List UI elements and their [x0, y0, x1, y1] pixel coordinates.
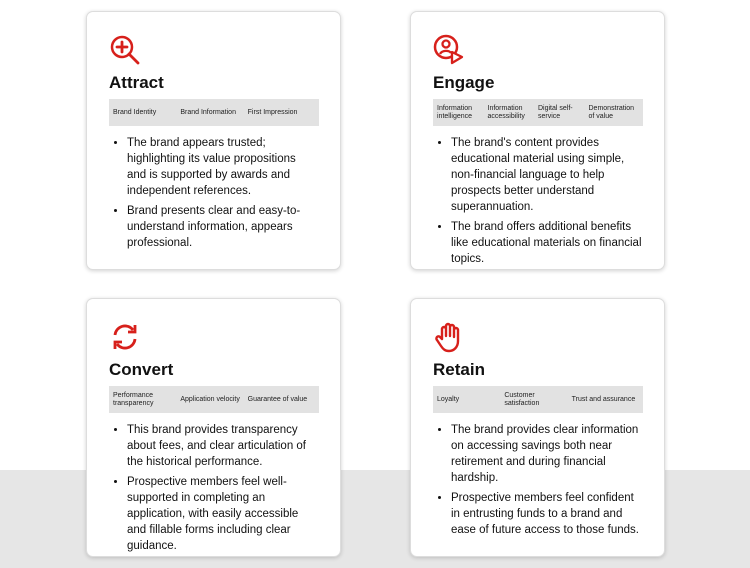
tag: Information accessibility [487, 104, 525, 120]
tag: Brand Information [180, 108, 236, 116]
card-convert: Convert Performance transparency Applica… [86, 298, 341, 557]
bullet: The brand provides clear information on … [451, 422, 642, 486]
tag: First Impression [247, 108, 298, 116]
card-title: Attract [109, 73, 164, 92]
tag: Customer satisfaction [504, 391, 540, 407]
card-title: Engage [433, 73, 495, 92]
tag: Brand Identity [113, 108, 157, 116]
tag: Information intelligence [437, 104, 473, 120]
tag-row: Brand Identity Brand Information First I… [109, 99, 319, 126]
tag: Trust and assurance [571, 395, 636, 403]
hand-icon [435, 322, 460, 353]
bullet: The brand's content provides educational… [451, 135, 642, 215]
tag-row: Information intelligence Information acc… [433, 99, 643, 126]
card-engage: Engage Information intelligence Informat… [410, 11, 665, 270]
bullet-list: This brand provides transparency about f… [109, 422, 318, 554]
bullet-list: The brand's content provides educational… [433, 135, 642, 267]
bullet-list: The brand appears trusted; highlighting … [109, 135, 318, 251]
tag: Demonstration of value [588, 104, 635, 120]
card-title: Convert [109, 360, 174, 379]
tag: Performance transparency [113, 391, 154, 407]
tag-row: Loyalty Customer satisfaction Trust and … [433, 386, 643, 413]
bullet: This brand provides transparency about f… [127, 422, 318, 470]
bullet: Prospective members feel confident in en… [451, 490, 642, 538]
user-pointer-icon [433, 34, 464, 65]
tag: Guarantee of value [247, 395, 308, 403]
magnify-plus-icon [110, 35, 140, 65]
card-title: Retain [433, 360, 485, 379]
card-attract: Attract Brand Identity Brand Information… [86, 11, 341, 270]
bullet: Brand presents clear and easy-to-underst… [127, 203, 318, 251]
bullet: The brand appears trusted; highlighting … [127, 135, 318, 199]
tag-row: Performance transparency Application vel… [109, 386, 319, 413]
tag: Loyalty [437, 395, 460, 403]
refresh-icon [113, 324, 137, 350]
card-retain: Retain Loyalty Customer satisfaction Tru… [410, 298, 665, 557]
bullet: The brand offers additional benefits lik… [451, 219, 642, 267]
bullet-list: The brand provides clear information on … [433, 422, 642, 538]
tag: Application velocity [180, 395, 240, 403]
tag: Digital self-service [538, 104, 573, 120]
bullet: Prospective members feel well-supported … [127, 474, 318, 554]
